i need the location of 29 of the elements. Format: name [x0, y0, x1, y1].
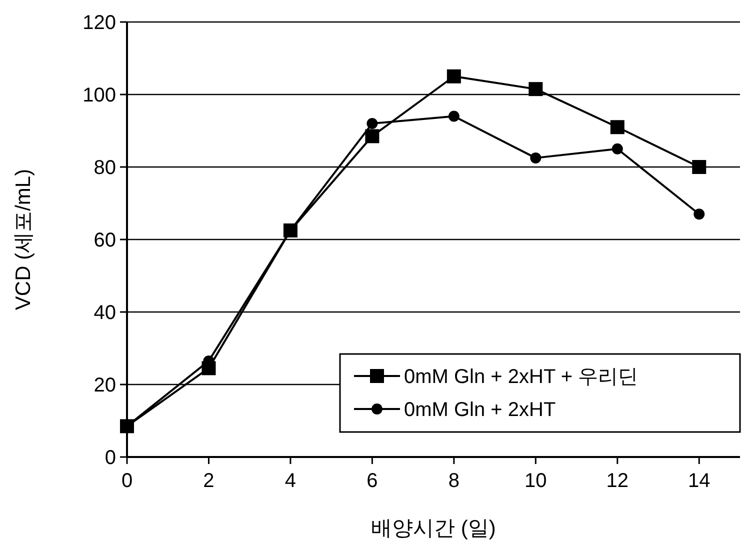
point [448, 110, 460, 122]
x-tick-label: 14 [688, 470, 710, 492]
x-tick-label: 6 [366, 470, 378, 492]
point [692, 160, 706, 174]
y-tick-label: 20 [94, 374, 116, 396]
x-tick-label: 10 [524, 470, 547, 492]
y-axis-title: VCD (세포/mL) [12, 168, 35, 310]
point [528, 82, 543, 96]
y-tick-label: 80 [94, 157, 116, 179]
x-tick-label: 0 [121, 470, 133, 492]
legend-label: 0mM Gln + 2xHT + 우리딘 [404, 366, 638, 388]
x-tick-label: 8 [448, 470, 460, 492]
point [366, 118, 378, 129]
y-tick-label: 40 [94, 302, 116, 324]
x-tick-label: 2 [203, 470, 214, 492]
point [530, 152, 542, 164]
point [610, 120, 624, 134]
legend-label: 0mM Gln + 2xHT [404, 399, 556, 421]
y-tick-label: 120 [82, 12, 116, 34]
y-tick-label: 100 [82, 84, 116, 106]
x-tick-label: 4 [284, 470, 296, 492]
point [612, 143, 623, 154]
y-tick-label: 0 [104, 447, 116, 469]
point [365, 129, 380, 144]
point [694, 208, 705, 220]
x-axis-title: 배양시간 (일) [371, 517, 496, 540]
x-tick-label: 12 [606, 470, 629, 492]
point [446, 69, 461, 84]
y-tick-label: 60 [94, 230, 116, 252]
